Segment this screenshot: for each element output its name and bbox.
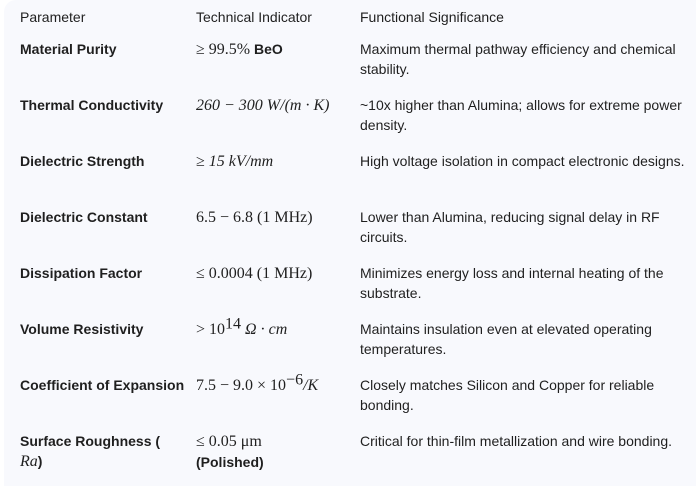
significance-cell: Critical for thin-film metallization and… — [360, 433, 673, 449]
value-unit: /K — [303, 377, 319, 394]
value-math: 6.5 − 6.8 (1 MHz) — [196, 209, 313, 226]
value-math: ≥ 99.5% — [196, 41, 251, 58]
parameter-cell: Surface Roughness ( Ra) — [20, 421, 196, 477]
value-cell: 7.5 − 9.0 × 10−6/K — [196, 365, 360, 421]
table-header-row: Parameter Technical Indicator Functional… — [20, 6, 696, 29]
header-parameter: Parameter — [20, 9, 86, 25]
value-math: ≤ 0.0004 (1 MHz) — [196, 265, 313, 282]
table-row: Dielectric Constant 6.5 − 6.8 (1 MHz) Lo… — [20, 197, 696, 253]
header-functional-significance: Functional Significance — [360, 9, 504, 25]
value-exponent: 14 — [225, 315, 242, 333]
table-row: Thermal Conductivity 260 − 300 W/(m · K)… — [20, 85, 696, 141]
significance-cell: Minimizes energy loss and internal heati… — [360, 265, 664, 301]
parameters-table: Parameter Technical Indicator Functional… — [20, 6, 696, 477]
table-row: Material Purity ≥ 99.5% BeO Maximum ther… — [20, 29, 696, 85]
header-technical-indicator: Technical Indicator — [196, 9, 312, 25]
value-cell: 260 − 300 W/(m · K) — [196, 85, 360, 141]
value-unit: Ω · cm — [241, 321, 288, 338]
value-text: (Polished) — [196, 454, 264, 470]
table-row: Dielectric Strength ≥ 15 kV/mm High volt… — [20, 141, 696, 197]
value-cell: ≤ 0.05 μm (Polished) — [196, 421, 360, 477]
parameter-cell: Thermal Conductivity — [20, 97, 164, 113]
value-math: > 10 — [196, 321, 226, 338]
value-math: 260 − 300 W/(m · K) — [196, 97, 330, 114]
value-text: BeO — [250, 41, 283, 57]
value-cell: ≤ 0.0004 (1 MHz) — [196, 253, 360, 309]
value-exponent: −6 — [286, 371, 304, 389]
parameter-cell: Volume Resistivity — [20, 321, 144, 337]
significance-cell: Maximum thermal pathway efficiency and c… — [360, 41, 676, 77]
value-cell: ≥ 99.5% BeO — [196, 29, 360, 85]
table-row: Volume Resistivity > 1014 Ω · cm Maintai… — [20, 309, 696, 365]
parameter-text: Surface Roughness ( — [20, 433, 161, 449]
significance-cell: Closely matches Silicon and Copper for r… — [360, 377, 655, 413]
significance-cell: High voltage isolation in compact electr… — [360, 153, 685, 169]
value-math: ≤ 0.05 μm — [196, 433, 262, 450]
parameter-cell: Dielectric Strength — [20, 153, 145, 169]
parameter-math: Ra — [20, 453, 38, 470]
table-row: Surface Roughness ( Ra) ≤ 0.05 μm (Polishe… — [20, 421, 696, 477]
parameter-cell: Material Purity — [20, 41, 117, 57]
significance-cell: ~10x higher than Alumina; allows for ext… — [360, 97, 682, 133]
significance-cell: Maintains insulation even at elevated op… — [360, 321, 652, 357]
table-row: Dissipation Factor ≤ 0.0004 (1 MHz) Mini… — [20, 253, 696, 309]
value-cell: ≥ 15 kV/mm — [196, 141, 360, 197]
value-math: ≥ 15 kV/mm — [196, 153, 274, 170]
table-row: Coefficient of Expansion 7.5 − 9.0 × 10−… — [20, 365, 696, 421]
value-cell: 6.5 − 6.8 (1 MHz) — [196, 197, 360, 253]
significance-cell: Lower than Alumina, reducing signal dela… — [360, 209, 660, 245]
value-cell: > 1014 Ω · cm — [196, 309, 360, 365]
table-card: Parameter Technical Indicator Functional… — [4, 0, 696, 486]
value-math: 7.5 − 9.0 × 10 — [196, 377, 287, 394]
parameter-cell: Dissipation Factor — [20, 265, 143, 281]
parameter-cell: Dielectric Constant — [20, 209, 148, 225]
parameter-end: ) — [37, 453, 43, 469]
parameter-cell: Coefficient of Expansion — [20, 377, 185, 393]
